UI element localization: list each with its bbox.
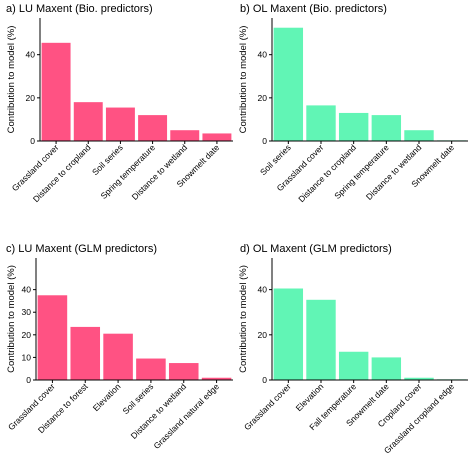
panel-c-title: c) LU Maxent (GLM predictors) <box>6 243 157 255</box>
panel-c-bar <box>37 295 68 380</box>
panel-d-x-tick-label: Grassland cover <box>242 381 293 432</box>
panel-a-x-tick-label: Distance to wetland <box>130 142 190 202</box>
panel-b-y-tick-label: 40 <box>258 50 268 60</box>
panel-d-bar <box>338 351 369 380</box>
panel-a-x-tick-label: Distance to cropland <box>31 142 93 204</box>
panel-c-x-tick-label: Elevation <box>91 381 123 413</box>
panel-a-title: a) LU Maxent (Bio. predictors) <box>6 3 153 15</box>
panel-a-y-tick-label: 40 <box>26 50 36 60</box>
panel-d-bar <box>273 288 304 380</box>
panel-b-y-tick-label: 20 <box>258 93 268 103</box>
panel-a-bar <box>41 42 71 141</box>
panel-c-x-tick-label: Grassland natural edge <box>151 381 221 451</box>
panel-c-y-tick-label: 40 <box>22 285 32 295</box>
panel-d-x-tick-label: Elevation <box>294 381 326 413</box>
panel-a-bar <box>105 107 135 141</box>
panel-c-bar <box>103 333 133 380</box>
panel-c-y-tick-label: 20 <box>22 330 32 340</box>
panel-c-bar <box>168 363 199 380</box>
panel-b-bar <box>273 27 304 141</box>
panel-d-title: d) OL Maxent (GLM predictors) <box>240 243 392 255</box>
panel-c-bar <box>136 358 166 380</box>
panel-d-bar <box>306 299 336 380</box>
panel-a-x-tick-label: Spring temperature <box>98 142 157 201</box>
panel-d-y-tick-label: 40 <box>258 285 268 295</box>
panel-b: b) OL Maxent (Bio. predictors) Contributi… <box>238 3 468 204</box>
panel-c-y-tick-label: 0 <box>26 375 31 385</box>
panel-a-y-tick-label: 20 <box>26 93 36 103</box>
panel-d-y-axis-label: Contribution to model (%) <box>238 265 249 373</box>
panel-c-y-tick-label: 10 <box>22 352 32 362</box>
panel-b-title: b) OL Maxent (Bio. predictors) <box>240 3 387 15</box>
panel-b-y-tick-label: 0 <box>262 136 267 146</box>
panel-a-bar <box>73 102 103 141</box>
panel-b-bar <box>338 112 369 141</box>
panel-d: d) OL Maxent (GLM predictors) Contributio… <box>238 243 468 456</box>
panel-c-x-tick-label: Distance to wetland <box>129 381 189 441</box>
panel-d-bar <box>404 377 434 380</box>
panel-c-y-axis-label: Contribution to model (%) <box>6 265 17 373</box>
panel-a-bar <box>202 133 232 141</box>
panel-b-bar <box>371 115 402 141</box>
panel-d-y-tick-label: 20 <box>258 330 268 340</box>
panel-b-x-tick-label: Distance to cropland <box>296 142 358 204</box>
panel-b-bar <box>306 105 336 141</box>
panel-c: c) LU Maxent (GLM predictors) Contributio… <box>6 243 233 451</box>
panel-c-y-tick-label: 30 <box>22 307 32 317</box>
panel-b-bar <box>404 130 434 141</box>
panel-a-y-tick-label: 0 <box>30 136 35 146</box>
panel-a-bar <box>138 115 168 141</box>
panel-c-bar <box>201 377 232 380</box>
panel-a: a) LU Maxent (Bio. predictors) Contributi… <box>6 3 233 204</box>
panel-b-x-tick-label: Distance to wetland <box>364 142 424 202</box>
panel-d-y-tick-label: 0 <box>262 375 267 385</box>
panel-d-bar <box>371 357 402 380</box>
panel-c-bar <box>70 326 101 380</box>
panel-a-bar <box>170 130 200 141</box>
panel-b-y-axis-label: Contribution to model (%) <box>238 26 249 134</box>
panel-a-y-axis-label: Contribution to model (%) <box>6 26 17 134</box>
panel-c-x-tick-label: Soil series <box>121 381 156 416</box>
